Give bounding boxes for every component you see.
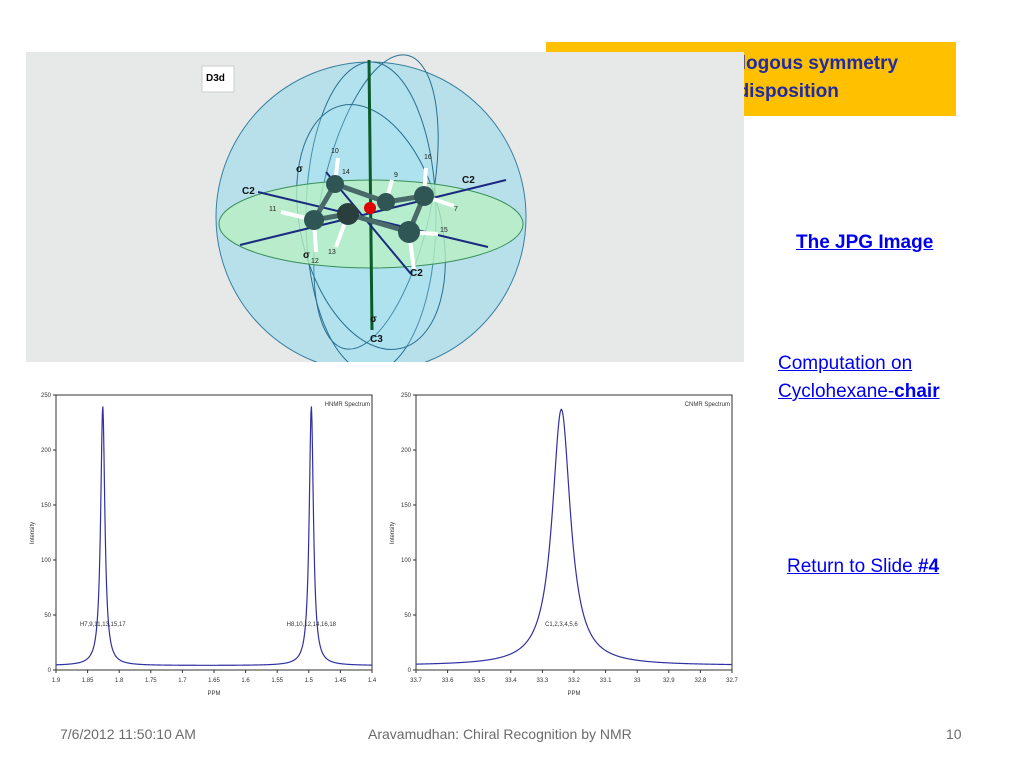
- hnmr-peak-label: H8,10,12,14,16,18: [287, 622, 337, 628]
- return-to-slide-link[interactable]: Return to Slide #4: [787, 556, 939, 578]
- cnmr-x-tick-label: 32.8: [695, 678, 707, 684]
- atom-label-16: 16: [424, 154, 432, 161]
- hnmr-x-axis-label: PPM: [207, 691, 220, 697]
- atom-label-14: 14: [342, 169, 350, 176]
- inversion-center: [364, 202, 376, 214]
- cnmr-x-tick-label: 32.7: [726, 678, 738, 684]
- cnmr-y-tick-label: 50: [404, 613, 411, 619]
- hnmr-spectrum-chart: 1.9 1.85 1.8 1.75 1.7 1.65 1.6 1.55 1.5 1.45 1.4 0 5…: [24, 385, 382, 700]
- c2-left-label: C2: [242, 186, 255, 197]
- hnmr-y-tick-label: 150: [41, 503, 52, 509]
- hnmr-peak-label: H7,9,11,13,15,17: [80, 622, 126, 628]
- cnmr-x-tick-label: 33.6: [442, 678, 454, 684]
- cnmr-y-tick-label: 200: [401, 448, 412, 454]
- cnmr-series-line: [415, 408, 733, 666]
- hnmr-y-tick-label: 200: [41, 448, 52, 454]
- footer-date: 7/6/2012 11:50:10 AM: [60, 726, 196, 742]
- computation-link-line2[interactable]: Cyclohexane-chair: [778, 378, 940, 406]
- d3d-symmetry-figure: D3d C2 C2: [26, 52, 744, 362]
- hnmr-y-tick-label: 50: [44, 613, 51, 619]
- hnmr-x-tick-label: 1.85: [82, 678, 94, 684]
- cnmr-x-axis-label: PPM: [567, 691, 580, 697]
- hnmr-x-tick-label: 1.4: [368, 678, 377, 684]
- atom-label-10: 10: [331, 148, 339, 155]
- c2-right-label: C2: [462, 175, 475, 186]
- cnmr-y-tick-label: 0: [408, 668, 412, 674]
- hnmr-x-tick-label: 1.55: [271, 678, 283, 684]
- atom-label-9: 9: [394, 172, 398, 179]
- cnmr-y-tick-label: 250: [401, 393, 412, 399]
- hnmr-x-tick-label: 1.8: [115, 678, 124, 684]
- computation-link-bold[interactable]: chair: [894, 381, 940, 402]
- hnmr-x-tick-label: 1.7: [178, 678, 187, 684]
- cnmr-x-tick-label: 33.4: [505, 678, 517, 684]
- c3-label: C3: [370, 334, 383, 345]
- hnmr-chart-background: [24, 385, 382, 700]
- hnmr-y-tick-label: 0: [48, 668, 52, 674]
- hnmr-x-tick-label: 1.9: [52, 678, 61, 684]
- hnmr-y-axis-label: Intensity: [30, 522, 36, 544]
- cnmr-y-tick-label: 150: [401, 503, 412, 509]
- footer-page-number: 10: [946, 726, 962, 742]
- cnmr-x-tick-label: 33.5: [473, 678, 485, 684]
- hnmr-x-tick-label: 1.6: [241, 678, 250, 684]
- hnmr-x-tick-label: 1.5: [305, 678, 314, 684]
- atom-label-15: 15: [440, 227, 448, 234]
- cnmr-x-tick-label: 32.9: [663, 678, 675, 684]
- atom-label-11: 11: [269, 206, 276, 213]
- cnmr-chart-background: [384, 385, 742, 700]
- atom-label-12: 12: [311, 258, 319, 265]
- cnmr-x-tick-label: 33.2: [568, 678, 580, 684]
- cnmr-y-tick-label: 100: [401, 558, 412, 564]
- return-link-bold[interactable]: #4: [917, 556, 940, 577]
- computation-link[interactable]: Computation on Cyclohexane-chair: [778, 350, 940, 406]
- sigma-label-2: σ: [303, 250, 310, 261]
- point-group-label: D3d: [206, 73, 225, 84]
- footer-title: Aravamudhan: Chiral Recognition by NMR: [368, 726, 632, 742]
- atom-label-13: 13: [328, 249, 336, 256]
- computation-link-prefix[interactable]: Cyclohexane-: [778, 381, 895, 402]
- hnmr-series-line: [55, 406, 373, 666]
- sigma-label-3: σ: [370, 314, 377, 325]
- sigma-label-1: σ: [296, 164, 303, 175]
- hnmr-chart-title: HNMR Spectrum: [325, 402, 370, 408]
- hnmr-plot-frame: [55, 394, 373, 671]
- hnmr-x-tick-label: 1.75: [145, 678, 157, 684]
- c2-bottom-label: C2: [410, 268, 423, 279]
- cnmr-x-tick-label: 33.1: [600, 678, 612, 684]
- cnmr-x-tick-label: 33: [634, 678, 641, 684]
- cnmr-x-tick-label: 33.3: [537, 678, 549, 684]
- hnmr-y-tick-label: 100: [41, 558, 52, 564]
- cnmr-chart-title: CNMR Spectrum: [685, 402, 730, 408]
- atom-label-7: 7: [454, 206, 458, 213]
- jpg-image-link[interactable]: The JPG Image: [796, 232, 934, 253]
- hnmr-x-tick-label: 1.45: [335, 678, 347, 684]
- point-group-badge: [201, 65, 235, 93]
- carbon-atoms: [304, 175, 434, 243]
- hnmr-x-tick-label: 1.65: [208, 678, 220, 684]
- return-link-prefix[interactable]: Return to Slide: [787, 556, 918, 577]
- hnmr-y-tick-label: 250: [41, 393, 52, 399]
- cnmr-y-axis-label: Intensity: [390, 522, 396, 544]
- cnmr-peak-label: C1,2,3,4,5,6: [545, 622, 578, 628]
- cnmr-x-tick-label: 33.7: [410, 678, 422, 684]
- cnmr-spectrum-chart: 33.7 33.6 33.5 33.4 33.3 33.2 33.1 33 32.9 32.8 32…: [384, 385, 742, 700]
- computation-link-line1[interactable]: Computation on: [778, 353, 913, 374]
- cnmr-plot-frame: [415, 394, 733, 671]
